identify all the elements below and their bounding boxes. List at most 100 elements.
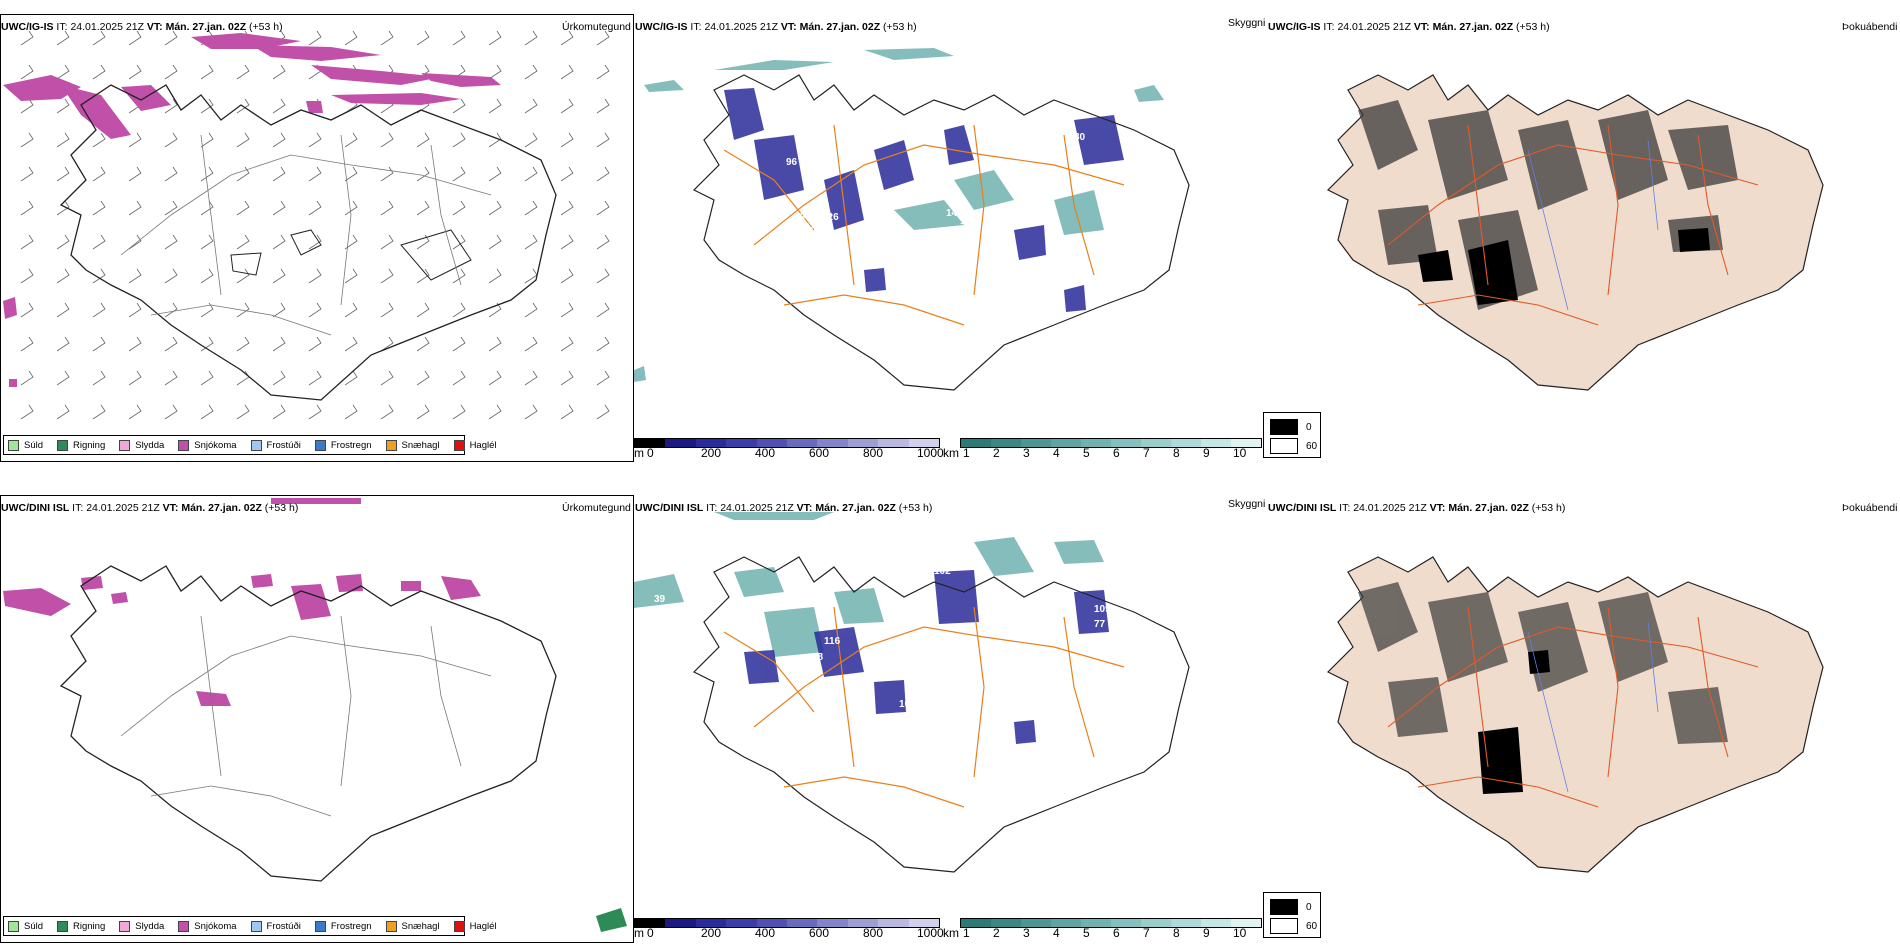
wind-barb xyxy=(524,404,538,420)
colorbar-segment xyxy=(1231,919,1261,927)
wind-barb xyxy=(488,370,502,386)
wind-barb xyxy=(416,370,430,386)
wind-barb xyxy=(380,30,394,46)
wind-barb xyxy=(20,200,34,216)
wind-barb xyxy=(20,30,34,46)
wind-barb xyxy=(236,98,250,114)
wind-barb xyxy=(452,98,466,114)
colorbar-segment xyxy=(1051,919,1081,927)
wind-barb xyxy=(308,30,322,46)
wind-barb xyxy=(56,132,70,148)
colorbar-segment xyxy=(991,919,1021,927)
wind-barb xyxy=(344,132,358,148)
legend-item: Snjókoma xyxy=(178,920,237,932)
wind-barb xyxy=(560,336,574,352)
colorbar-segment xyxy=(665,919,696,927)
wind-barb xyxy=(488,268,502,284)
wind-barb xyxy=(344,336,358,352)
colorbar-segment xyxy=(787,919,818,927)
wind-barb xyxy=(488,336,502,352)
wind-barb xyxy=(380,166,394,182)
wind-barb xyxy=(452,268,466,284)
wind-barb xyxy=(56,336,70,352)
legend-item: Frostúði xyxy=(250,439,301,451)
wind-barb xyxy=(236,200,250,216)
wind-barb xyxy=(128,30,142,46)
colorbar-segment xyxy=(635,919,666,927)
header-top-fog: UWC/IG-IS IT: 24.01.2025 21Z VT: Mán. 27… xyxy=(1268,21,1550,33)
wind-barb xyxy=(596,166,610,182)
legend-label: Rigning xyxy=(73,920,106,932)
wind-barb xyxy=(596,234,610,250)
legend-swatch xyxy=(453,920,465,932)
wind-barb xyxy=(596,404,610,420)
wind-barb xyxy=(164,64,178,80)
legend-label: Snjókoma xyxy=(194,439,237,451)
header-bottom-visibility: UWC/DINI ISL IT: 24.01.2025 21Z VT: Mán.… xyxy=(635,502,933,514)
wind-barb xyxy=(20,98,34,114)
wind-barb xyxy=(380,132,394,148)
visibility-value: 116 xyxy=(824,636,841,647)
legend-swatch xyxy=(385,439,397,451)
wind-barb xyxy=(128,234,142,250)
colorbar-segment xyxy=(1201,439,1231,447)
wind-barb xyxy=(236,166,250,182)
wind-barb xyxy=(92,64,106,80)
wind-barb xyxy=(272,370,286,386)
legend-item: Snæhagl xyxy=(385,920,440,932)
visibility-value: 109 xyxy=(899,699,916,710)
river-lines xyxy=(1527,139,1659,311)
header-top-visibility: UWC/IG-IS IT: 24.01.2025 21Z VT: Mán. 27… xyxy=(635,21,917,33)
wind-barb xyxy=(56,64,70,80)
wind-barb xyxy=(524,98,538,114)
colorbar-tick-label: 6 xyxy=(1113,926,1120,940)
wind-barb xyxy=(596,268,610,284)
colorbar-segment xyxy=(1141,919,1171,927)
wind-barb xyxy=(92,200,106,216)
colorbar-unit: m xyxy=(634,446,644,460)
wind-barb xyxy=(128,64,142,80)
visibility-km-areas xyxy=(634,48,1164,382)
fog-legend-bottom: 0 60 xyxy=(1263,892,1321,938)
colorbar-segment xyxy=(1111,919,1141,927)
wind-barb xyxy=(236,64,250,80)
colorbar-tick-label: 200 xyxy=(701,926,722,940)
colorbar-tick-label: 4 xyxy=(1053,926,1060,940)
road-lines xyxy=(723,124,1125,326)
legend-swatch xyxy=(314,439,326,451)
wind-barb xyxy=(20,64,34,80)
wind-barb xyxy=(452,200,466,216)
wind-barb xyxy=(128,200,142,216)
wind-barb xyxy=(164,166,178,182)
wind-barb xyxy=(452,302,466,318)
visibility-m-colorbar-top xyxy=(634,438,940,448)
legend-label: Slydda xyxy=(135,439,165,451)
visibility-km-colorbar-bottom xyxy=(960,918,1262,928)
visibility-value: 259 xyxy=(1052,272,1069,283)
wind-barb xyxy=(452,166,466,182)
iceland-coastline xyxy=(59,84,557,401)
precip-type-map-svg xyxy=(3,30,610,420)
wind-barb xyxy=(560,30,574,46)
colorbar-segment xyxy=(1081,439,1111,447)
wind-barb xyxy=(560,166,574,182)
legend-item: Súld xyxy=(8,920,43,932)
wind-barb xyxy=(488,98,502,114)
wind-barb xyxy=(164,268,178,284)
visibility-value: 77 xyxy=(1094,619,1106,630)
wind-barb xyxy=(200,166,214,182)
wind-barb xyxy=(200,336,214,352)
colorbar-tick-label: 0 xyxy=(647,926,654,940)
legend-swatch xyxy=(385,920,397,932)
visibility-value: 96 xyxy=(786,157,798,168)
wind-barb xyxy=(164,30,178,46)
colorbar-tick-label: 400 xyxy=(755,446,776,460)
wind-barb xyxy=(164,132,178,148)
header-bottom-fog: UWC/DINI ISL IT: 24.01.2025 21Z VT: Mán.… xyxy=(1268,502,1566,514)
iceland-coastline xyxy=(692,556,1190,873)
visibility-km-areas xyxy=(634,512,1104,657)
wind-barb xyxy=(416,302,430,318)
wind-barb xyxy=(380,234,394,250)
visibility-value: 80 xyxy=(1074,132,1086,143)
